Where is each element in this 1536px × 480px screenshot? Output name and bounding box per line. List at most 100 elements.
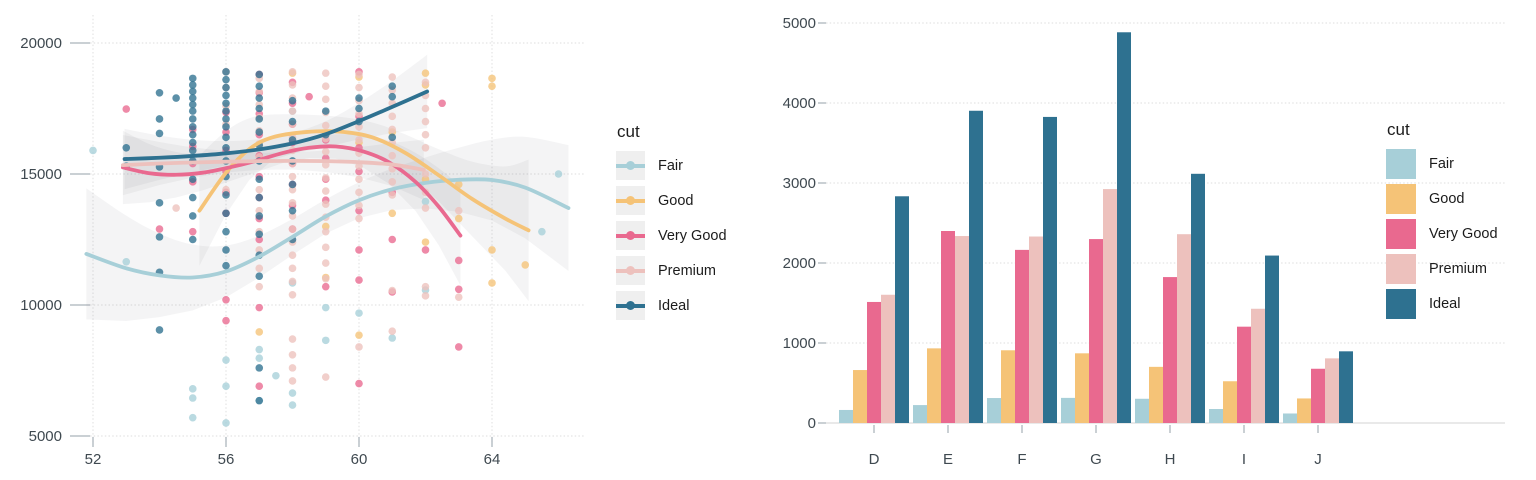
legend-label: Fair [1429, 156, 1454, 172]
y-tick-label: 10000 [20, 297, 62, 314]
y-axis-labels: 5000 10000 15000 20000 [20, 35, 62, 445]
bar-i-good [1223, 381, 1237, 423]
bar-h-very-good [1163, 277, 1177, 423]
legend-label: Premium [1429, 261, 1488, 277]
bar-group-i [1209, 255, 1279, 423]
bar-group-g [1061, 32, 1131, 423]
bar-i-ideal [1265, 255, 1279, 423]
legend-item-ideal: Ideal [1386, 289, 1498, 319]
legend-entries: Fair Good Very Good Premium Ideal [616, 151, 727, 320]
axis-ticks [70, 42, 493, 447]
legend-label: Very Good [1429, 226, 1498, 242]
legend-label: Very Good [658, 227, 727, 244]
legend-key-line-dot [616, 186, 645, 215]
legend-item-ideal: Ideal [616, 291, 727, 320]
bar-i-premium [1251, 308, 1265, 423]
legend-key-swatch [1386, 149, 1416, 179]
x-axis-labels: 52 56 60 64 [85, 451, 501, 468]
bar-g-good [1075, 353, 1089, 423]
x-tick-label: 60 [351, 451, 368, 468]
bar-f-good [1001, 350, 1015, 423]
legend-key-line-dot [616, 221, 645, 250]
bar-h-ideal [1191, 173, 1205, 423]
legend-title: cut [617, 122, 640, 141]
y-tick-label: 1000 [783, 335, 816, 352]
scatter-plot-svg: 5000 10000 15000 20000 52 56 60 64 [20, 15, 585, 468]
bar-e-very-good [941, 231, 955, 423]
x-tick-label: J [1314, 451, 1322, 468]
bar-j-ideal [1339, 351, 1353, 423]
x-tick-label: D [869, 451, 880, 468]
bar-e-ideal [969, 110, 983, 423]
bar-group-d [839, 196, 909, 423]
bars [839, 32, 1353, 424]
smooth-line-fair [84, 177, 571, 280]
legend-key-swatch [1386, 219, 1416, 249]
bar-j-very-good [1311, 368, 1325, 423]
x-tick-label: H [1165, 451, 1176, 468]
bar-d-ideal [895, 196, 909, 423]
x-tick-label: 56 [218, 451, 235, 468]
bar-g-premium [1103, 189, 1117, 423]
bar-f-premium [1029, 236, 1043, 423]
legend-label: Ideal [1429, 296, 1461, 312]
smooth-line-ideal [122, 89, 430, 161]
bar-group-e [913, 110, 983, 423]
bar-f-ideal [1043, 116, 1057, 424]
bar-j-premium [1325, 358, 1339, 423]
bar-e-premium [955, 236, 969, 423]
bar-i-very-good [1237, 326, 1251, 423]
legend-item-very-good: Very Good [1386, 219, 1498, 249]
x-tick-label: 52 [85, 451, 102, 468]
bar-h-premium [1177, 234, 1191, 423]
bar-h-fair [1135, 398, 1149, 423]
bar-d-good [853, 370, 867, 423]
bar-i-fair [1209, 409, 1223, 423]
bar-group-h [1135, 173, 1205, 423]
scatter-legend: cut Fair Good Very Good Premium Ideal [616, 122, 727, 326]
legend-label: Premium [658, 262, 717, 279]
bar-chart-svg: 0 1000 2000 3000 4000 5000 D E F G H I J [783, 15, 1505, 468]
legend-item-very-good: Very Good [616, 221, 727, 250]
x-axis-labels: D E F G H I J [869, 451, 1322, 468]
y-axis-labels: 0 1000 2000 3000 4000 5000 [783, 15, 816, 432]
bar-e-fair [913, 405, 927, 423]
bar-f-very-good [1015, 249, 1029, 423]
y-tick-label: 5000 [29, 428, 62, 445]
legend-label: Good [1429, 191, 1465, 207]
legend-item-fair: Fair [616, 151, 727, 180]
legend-key-swatch [1386, 184, 1416, 214]
x-tick-label: G [1090, 451, 1102, 468]
bar-g-ideal [1117, 32, 1131, 423]
legend-entries: Fair Good Very Good Premium Ideal [1386, 149, 1498, 319]
bar-e-good [927, 348, 941, 423]
smooth-line-very-good [121, 144, 463, 238]
x-tick-label: 64 [484, 451, 501, 468]
y-tick-label: 5000 [783, 15, 816, 32]
bar-d-premium [881, 294, 895, 423]
bar-group-j [1283, 351, 1353, 423]
y-tick-label: 15000 [20, 166, 62, 183]
bar-legend: cut Fair Good Very Good Premium Ideal [1386, 120, 1498, 324]
legend-key-line-dot [616, 151, 645, 180]
bar-g-very-good [1089, 239, 1103, 423]
bar-g-fair [1061, 397, 1075, 423]
bar-d-very-good [867, 301, 881, 423]
smooth-lines [84, 89, 571, 280]
legend-key-line-dot [616, 291, 645, 320]
y-tick-label: 4000 [783, 95, 816, 112]
legend-key-swatch [1386, 289, 1416, 319]
x-axis-ticks [873, 425, 1319, 433]
y-tick-label: 2000 [783, 255, 816, 272]
bar-j-good [1297, 398, 1311, 423]
legend-label: Fair [658, 157, 683, 174]
legend-label: Ideal [658, 297, 690, 314]
bar-h-good [1149, 366, 1163, 423]
bar-group-f [987, 116, 1057, 424]
y-tick-label: 3000 [783, 175, 816, 192]
legend-label: Good [658, 192, 694, 209]
y-tick-label: 20000 [20, 35, 62, 52]
legend-item-good: Good [1386, 184, 1498, 214]
bar-d-fair [839, 409, 853, 423]
legend-item-good: Good [616, 186, 727, 215]
